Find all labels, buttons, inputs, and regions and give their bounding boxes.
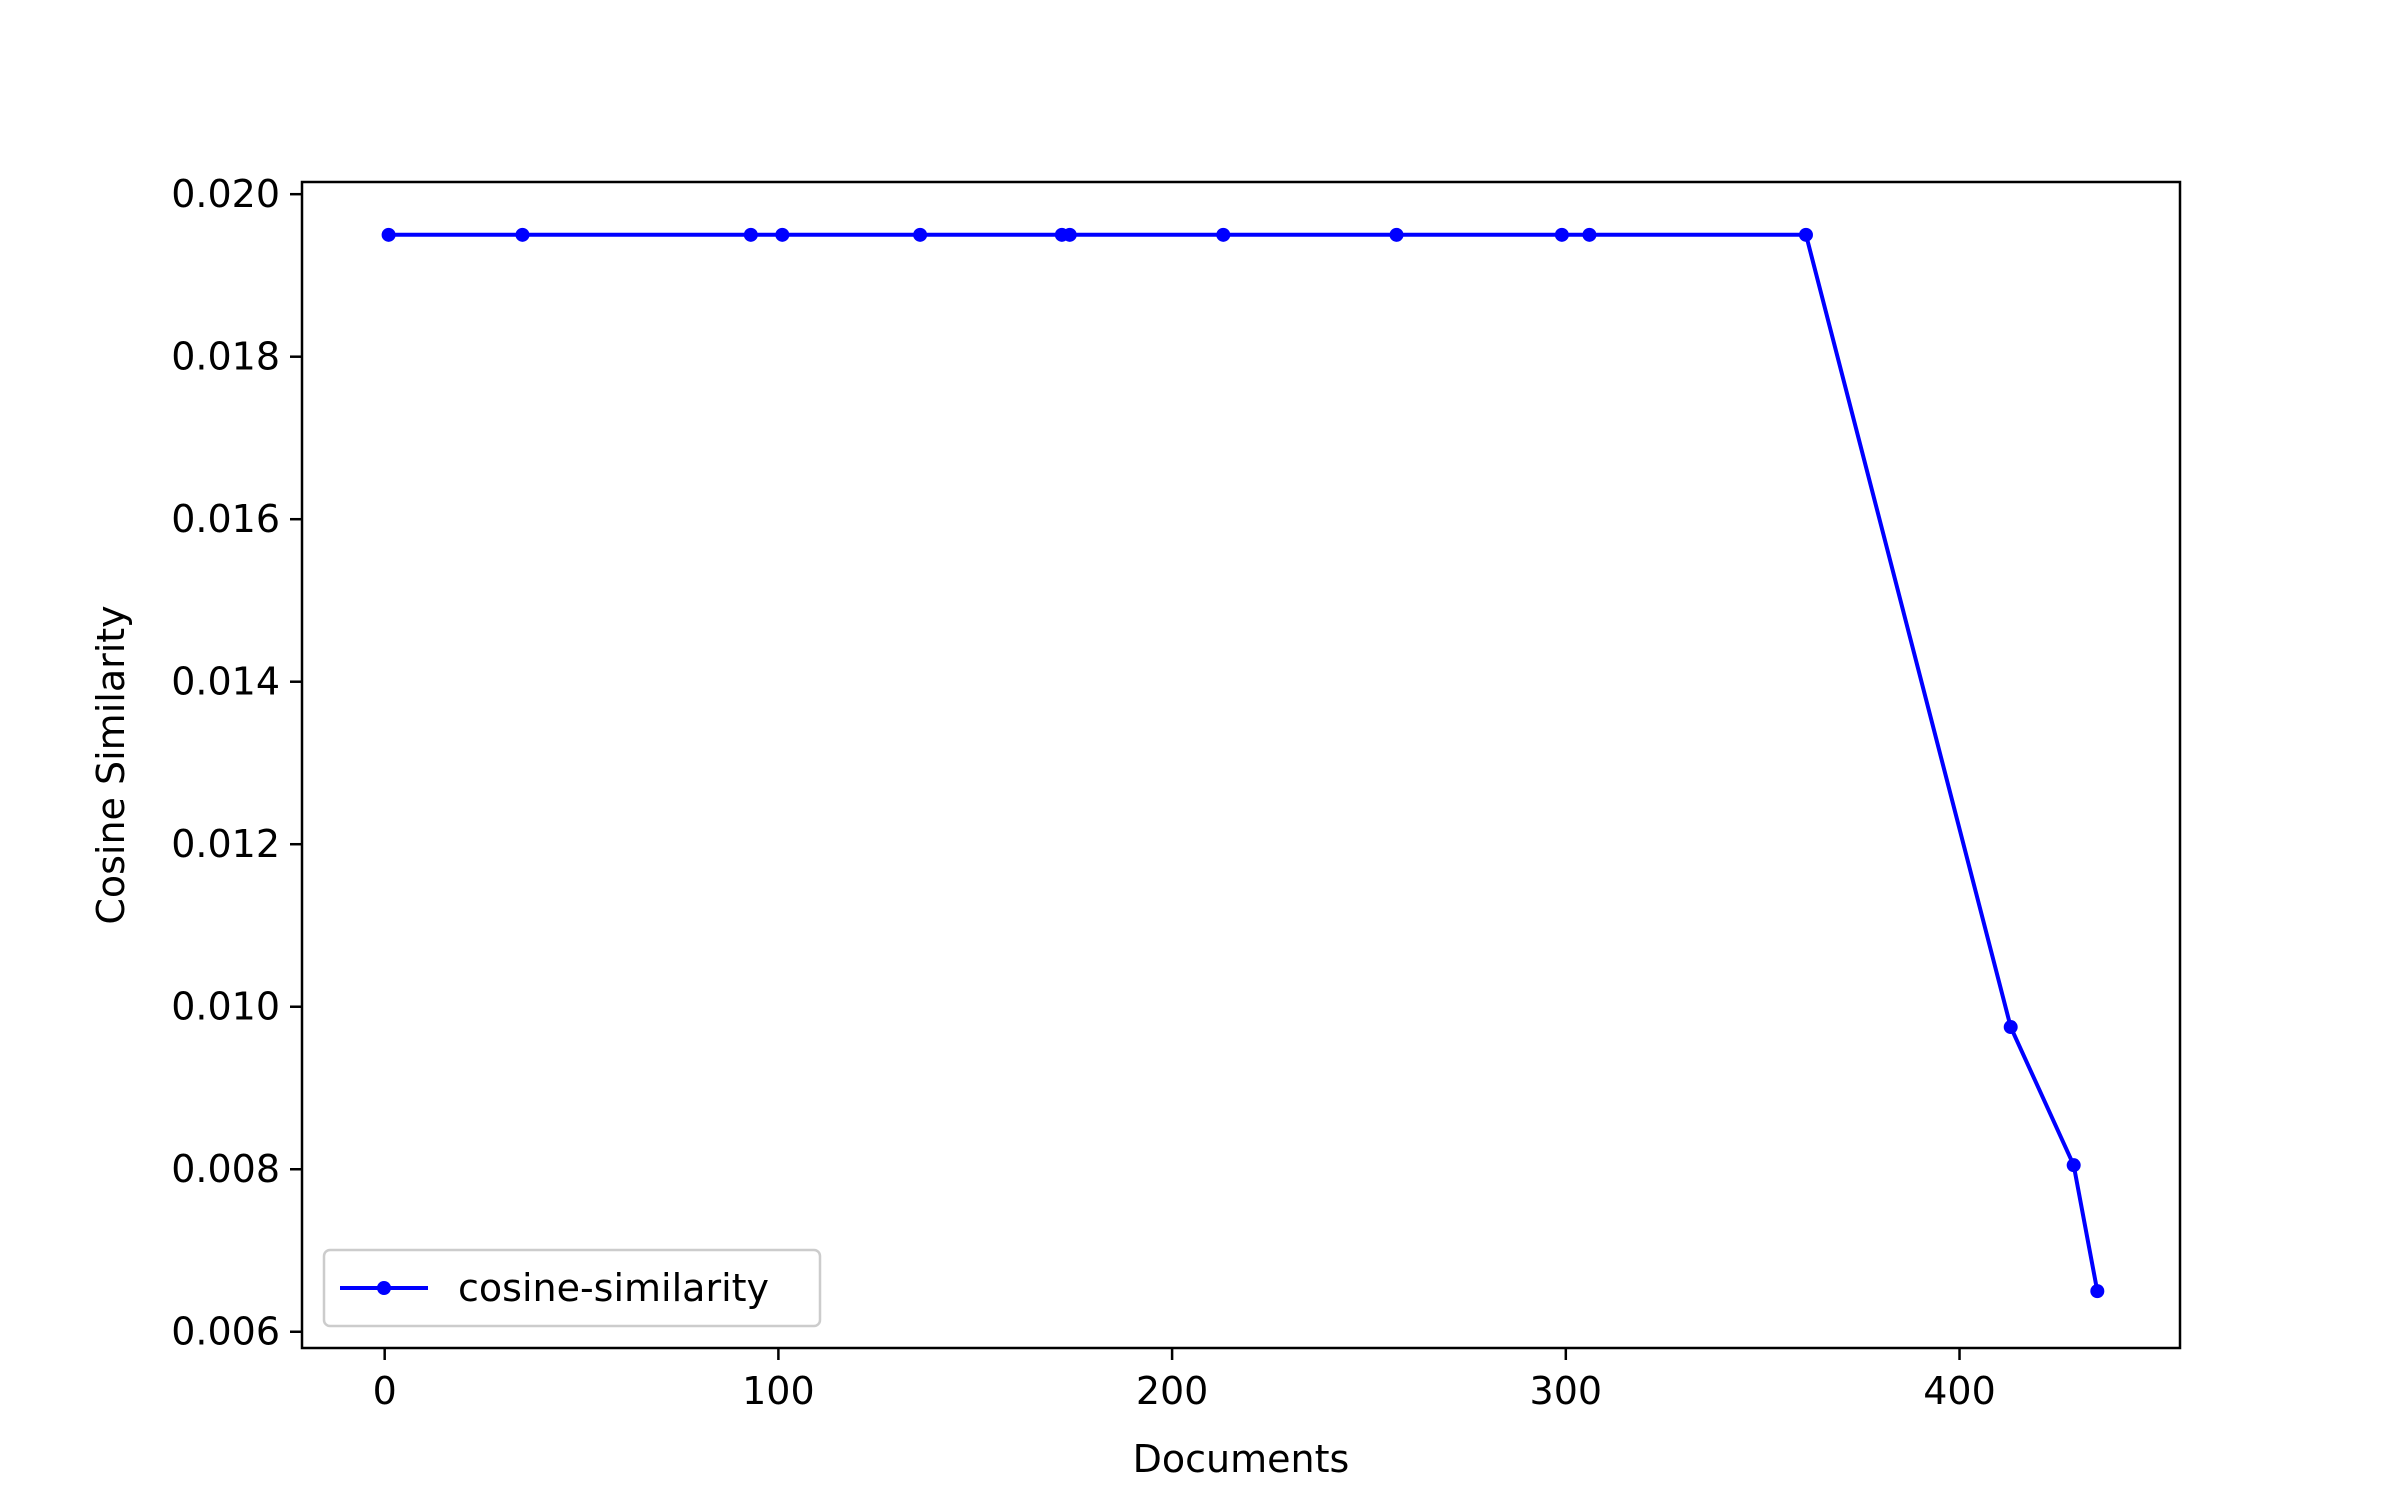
data-point <box>1554 227 1569 242</box>
data-point <box>2066 1158 2081 1173</box>
y-tick-label: 0.016 <box>171 497 280 541</box>
y-tick-label: 0.008 <box>171 1147 280 1191</box>
y-tick-label: 0.014 <box>171 660 280 704</box>
y-tick-label: 0.018 <box>171 335 280 379</box>
data-point <box>1216 227 1231 242</box>
data-point <box>1582 227 1597 242</box>
plot-marks <box>381 227 2105 1299</box>
y-tick-label: 0.012 <box>171 822 280 866</box>
x-tick-label: 0 <box>373 1369 397 1413</box>
data-point <box>775 227 790 242</box>
data-point <box>913 227 928 242</box>
data-point <box>2003 1020 2018 1035</box>
data-point <box>1062 227 1077 242</box>
legend[interactable]: cosine-similarity <box>322 1248 822 1328</box>
data-point <box>381 227 396 242</box>
y-tick-label: 0.006 <box>171 1310 280 1354</box>
data-point <box>743 227 758 242</box>
y-axis-label: Cosine Similarity <box>89 605 133 924</box>
data-point <box>1389 227 1404 242</box>
x-tick-label: 300 <box>1530 1369 1603 1413</box>
data-point <box>1798 227 1813 242</box>
legend-box <box>322 1248 822 1328</box>
legend-label: cosine-similarity <box>458 1266 769 1310</box>
legend-marker-swatch <box>377 1281 391 1295</box>
data-point <box>2090 1284 2105 1299</box>
data-point <box>515 227 530 242</box>
x-axis-label: Documents <box>1133 1437 1350 1481</box>
x-tick-label: 100 <box>742 1369 815 1413</box>
x-tick-label: 400 <box>1923 1369 1996 1413</box>
series-line <box>388 232 2100 1292</box>
x-axis: 0 100 200 300 400 <box>373 1348 1996 1413</box>
y-axis: 0.006 0.008 0.010 0.012 0.014 0.016 0.018 0.020 <box>171 172 302 1354</box>
x-tick-label: 200 <box>1136 1369 1209 1413</box>
y-tick-label: 0.020 <box>171 172 280 216</box>
y-tick-label: 0.010 <box>171 985 280 1029</box>
plot-frame <box>300 180 2182 1350</box>
